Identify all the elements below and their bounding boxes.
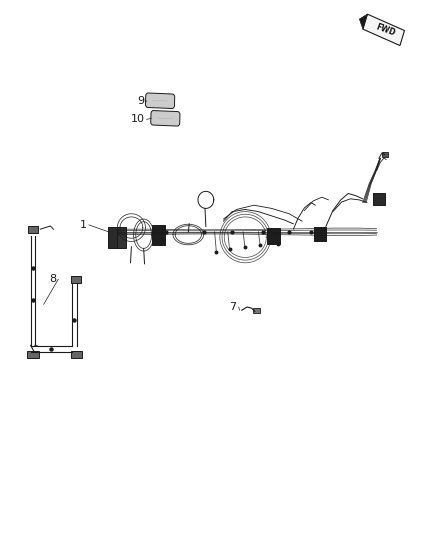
Text: 7: 7 bbox=[230, 302, 237, 312]
Bar bbox=[27, 351, 39, 358]
FancyBboxPatch shape bbox=[151, 110, 180, 126]
Bar bbox=[108, 227, 117, 248]
FancyBboxPatch shape bbox=[363, 14, 404, 45]
Bar bbox=[267, 228, 280, 244]
Polygon shape bbox=[360, 14, 367, 29]
Bar bbox=[382, 152, 388, 157]
Bar bbox=[314, 227, 326, 241]
Bar bbox=[253, 308, 260, 313]
Bar bbox=[71, 276, 81, 283]
FancyBboxPatch shape bbox=[145, 93, 175, 109]
Text: 1: 1 bbox=[80, 220, 87, 230]
Text: 9: 9 bbox=[138, 96, 145, 106]
Text: 8: 8 bbox=[49, 274, 56, 284]
Text: FWD: FWD bbox=[374, 22, 396, 37]
Bar bbox=[373, 193, 385, 205]
Bar bbox=[152, 225, 165, 245]
Bar bbox=[117, 227, 126, 248]
Bar bbox=[71, 351, 82, 358]
Bar bbox=[28, 226, 38, 233]
Text: 10: 10 bbox=[131, 115, 145, 124]
